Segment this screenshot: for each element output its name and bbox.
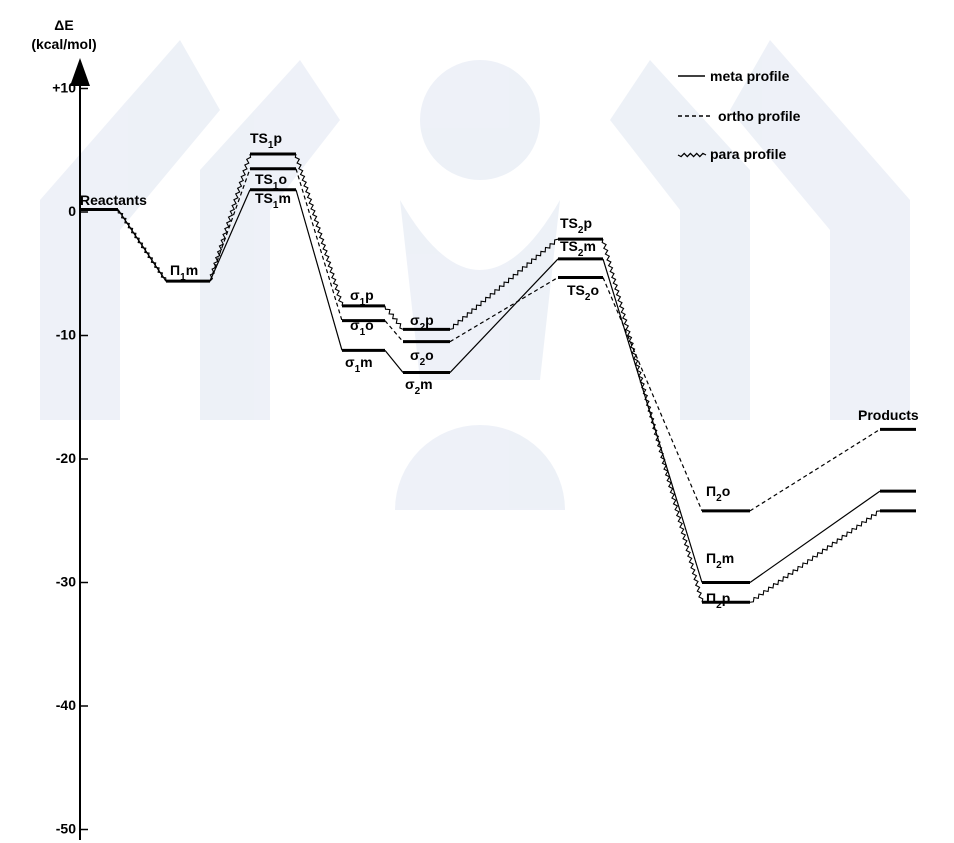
- ortho-connector: [384, 320, 404, 343]
- legend-label-meta: meta profile: [710, 68, 790, 84]
- y-tick-label: -40: [56, 697, 76, 713]
- energy-levels: [80, 152, 916, 604]
- para-connector: [117, 209, 167, 282]
- level-label: σ2m: [405, 376, 433, 397]
- level-label: Π2m: [706, 550, 734, 571]
- level-label: TS2p: [560, 215, 592, 236]
- legend-label-ortho: ortho profile: [718, 108, 801, 124]
- para-connector: [209, 153, 252, 282]
- level-label: TS1p: [250, 130, 282, 151]
- legend: meta profile ortho profile para profile: [677, 68, 801, 162]
- meta-connector: [384, 349, 404, 373]
- ortho-connector: [295, 168, 343, 321]
- level-label: TS1m: [255, 190, 291, 211]
- level-label: Π1m: [170, 262, 198, 283]
- level-label: Products: [858, 407, 919, 423]
- ortho-connector: [209, 168, 251, 282]
- meta-connector: [295, 189, 343, 351]
- level-label: σ1p: [350, 287, 374, 308]
- legend-swatch-para: [677, 152, 707, 158]
- y-tick-label: -50: [56, 821, 76, 837]
- para-connector: [749, 510, 881, 603]
- y-tick-label: +10: [52, 80, 76, 96]
- meta-connector: [209, 189, 251, 282]
- y-axis-ticks: +10 0 -10 -20 -30 -40 -50: [52, 80, 88, 837]
- level-label: σ2o: [410, 347, 434, 368]
- para-connector: [294, 153, 344, 307]
- level-label: Π2p: [706, 590, 730, 611]
- y-tick-label: -20: [56, 450, 76, 466]
- meta-connector: [449, 258, 559, 373]
- level-label: TS2o: [567, 282, 599, 303]
- y-tick-label: -10: [56, 327, 76, 343]
- y-axis-label-line2: (kcal/mol): [31, 36, 96, 52]
- level-label: TS1o: [255, 171, 287, 192]
- legend-label-para: para profile: [710, 146, 786, 162]
- y-axis-label-line1: ΔE: [54, 17, 73, 33]
- level-label: Π2o: [706, 483, 730, 504]
- level-label: σ2p: [410, 312, 434, 333]
- level-label: Reactants: [80, 192, 147, 208]
- para-connector: [384, 305, 404, 330]
- para-connector: [449, 238, 559, 330]
- level-label: σ1o: [350, 317, 374, 338]
- y-tick-label: 0: [68, 203, 76, 219]
- background-watermark: [40, 40, 910, 510]
- profile-connectors: [117, 153, 881, 603]
- level-label: σ1m: [345, 354, 373, 375]
- ortho-connector: [602, 277, 703, 512]
- para-connector: [601, 239, 704, 603]
- level-label: TS2m: [560, 238, 596, 259]
- ortho-connector: [749, 428, 881, 512]
- meta-connector: [749, 490, 881, 583]
- y-tick-label: -30: [56, 574, 76, 590]
- y-axis: ΔE (kcal/mol) +10 0 -10 -20 -30 -40 -50: [31, 17, 97, 840]
